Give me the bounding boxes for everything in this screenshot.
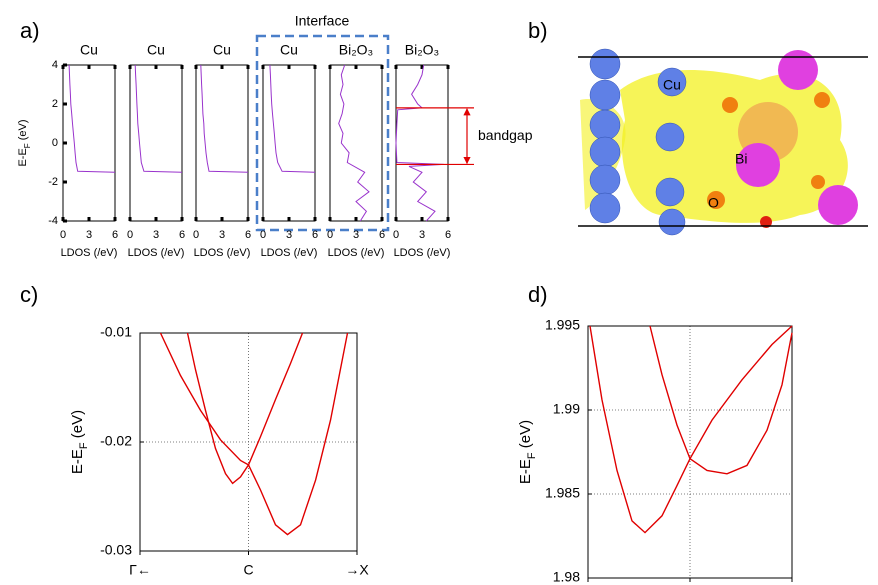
- y-tick-label: -2: [48, 176, 58, 188]
- plot-frame: [395, 64, 449, 222]
- x-axis-label: LDOS (/eV): [128, 247, 185, 259]
- x-axis-label: LDOS (/eV): [194, 247, 251, 259]
- plot-frame: [195, 64, 249, 222]
- y-axis-label-part: E-E: [69, 449, 86, 474]
- panel-label: a): [20, 18, 40, 43]
- x-tick-label: 0: [260, 229, 266, 241]
- y-tick-label: 1.98: [553, 569, 580, 585]
- x-axis-label: LDOS (/eV): [61, 247, 118, 259]
- series-line: [134, 64, 183, 173]
- panel-label: d): [528, 282, 548, 307]
- x-tick-label: 0: [60, 229, 66, 241]
- y-tick-label: -0.02: [100, 433, 132, 449]
- y-axis-label-part: (eV): [17, 119, 29, 143]
- y-axis-label-part: E-E: [517, 459, 534, 484]
- panel-label: b): [528, 18, 548, 43]
- y-axis-label-part: F: [526, 452, 538, 459]
- y-tick-label: 0: [52, 137, 58, 149]
- interface-label: Interface: [295, 13, 350, 29]
- x-tick-label: 6: [245, 229, 251, 241]
- x-tick-label: 6: [179, 229, 185, 241]
- x-tick-label: 0: [127, 229, 133, 241]
- plot-frame: [329, 64, 383, 222]
- subplot-title: Cu: [80, 42, 98, 58]
- series-line: [269, 64, 316, 173]
- y-axis-label-part: (eV): [517, 420, 534, 453]
- x-tick-label: 6: [312, 229, 318, 241]
- x-tick-label: 3: [353, 229, 359, 241]
- y-tick-label: -0.03: [100, 542, 132, 558]
- series-line: [338, 64, 370, 222]
- plot-frame: [262, 64, 316, 222]
- y-axis-label: E-EF (eV): [517, 420, 538, 484]
- x-tick-label: 6: [445, 229, 451, 241]
- x-tick-label: 3: [86, 229, 92, 241]
- y-tick-label: 1.995: [545, 317, 580, 333]
- x-tick-label: 0: [393, 229, 399, 241]
- x-tick-label: Γ←: [129, 562, 151, 578]
- subplot-title: Bi₂O₃: [339, 42, 373, 58]
- atom-label: Bi: [735, 151, 747, 167]
- x-tick-label: 3: [153, 229, 159, 241]
- x-tick-label: →X: [345, 562, 369, 578]
- y-tick-label: 1.985: [545, 485, 580, 501]
- y-axis-label-part: F: [23, 143, 32, 148]
- x-tick-label: 3: [419, 229, 425, 241]
- x-tick-label: 0: [193, 229, 199, 241]
- interface-box: [255, 34, 390, 232]
- series-line: [159, 332, 349, 536]
- atom-label: O: [708, 195, 719, 211]
- y-tick-label: -4: [48, 215, 58, 227]
- subplot-title: Cu: [147, 42, 165, 58]
- y-axis-label-part: F: [78, 442, 90, 449]
- x-tick-label: 3: [286, 229, 292, 241]
- bandgap-label: bandgap: [478, 127, 533, 143]
- series-line: [200, 64, 249, 173]
- y-tick-label: 2: [52, 98, 58, 110]
- x-tick-label: 0: [327, 229, 333, 241]
- series-line: [395, 64, 444, 222]
- x-axis-label: LDOS (/eV): [394, 247, 451, 259]
- x-tick-label: 6: [112, 229, 118, 241]
- plot-frame: [139, 332, 358, 552]
- x-axis-label: LDOS (/eV): [261, 247, 318, 259]
- structure-render: [578, 48, 868, 236]
- y-axis-label-part: (eV): [69, 410, 86, 443]
- y-axis-label-part: E-E: [17, 148, 29, 166]
- panel-label: c): [20, 282, 38, 307]
- series-line: [186, 332, 304, 485]
- series-line: [649, 325, 793, 475]
- charge-density: [620, 70, 848, 223]
- series-line: [68, 64, 116, 173]
- x-axis-label: LDOS (/eV): [328, 247, 385, 259]
- y-tick-label: 4: [52, 59, 58, 71]
- plot-frame: [62, 64, 116, 222]
- y-axis-label: E-EF (eV): [17, 119, 32, 166]
- subplot-title: Cu: [213, 42, 231, 58]
- subplot-title: Cu: [280, 42, 298, 58]
- atom-label: Cu: [663, 77, 681, 93]
- subplot-title: Bi₂O₃: [405, 42, 439, 58]
- series-line: [589, 325, 793, 534]
- y-tick-label: -0.01: [100, 324, 132, 340]
- y-tick-label: 1.99: [553, 401, 580, 417]
- x-tick-label: 6: [379, 229, 385, 241]
- x-tick-label: 3: [219, 229, 225, 241]
- y-axis-label: E-EF (eV): [69, 410, 90, 474]
- x-tick-label: C: [243, 562, 253, 578]
- plot-frame: [587, 325, 793, 579]
- plot-frame: [129, 64, 183, 222]
